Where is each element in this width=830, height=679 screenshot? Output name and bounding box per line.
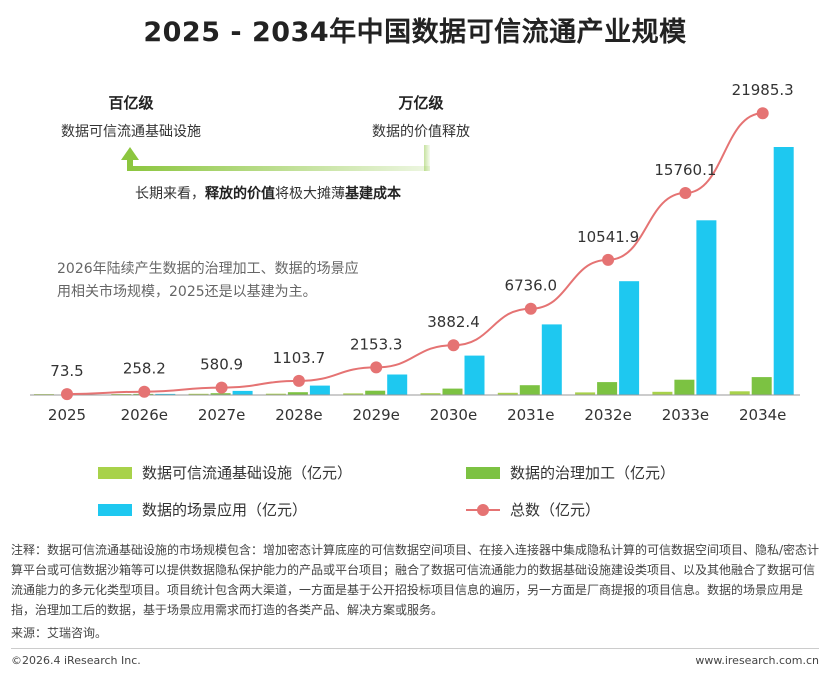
point-total-2026e — [138, 385, 151, 398]
intro-paragraph: 2026年陆续产生数据的治理加工、数据的场景应用相关市场规模，2025还是以基建… — [57, 261, 359, 300]
bar-governance-2032e — [597, 382, 618, 395]
footnote: 注释：数据可信流通基础设施的市场规模包含：增加密态计算底座的可信数据空间项目、在… — [11, 543, 820, 617]
legend-infra-swatch — [98, 466, 132, 479]
label-total-2034e: 21985.3 — [732, 81, 794, 99]
x-tick-2026e: 2026e — [121, 406, 168, 424]
label-total-2027e: 580.9 — [200, 356, 243, 374]
bar-governance-2034e — [751, 377, 772, 395]
longterm-caption: 长期来看，释放的价值将极大摊薄基建成本 — [135, 186, 401, 202]
point-total-2031e — [524, 302, 537, 315]
copyright: ©2026.4 iResearch Inc. — [11, 654, 141, 667]
bar-application-2027e — [232, 390, 253, 395]
point-total-2028e — [292, 374, 305, 387]
x-tick-2033e: 2033e — [662, 406, 709, 424]
right-heading: 万亿级 — [398, 94, 444, 112]
label-total-2030e: 3882.4 — [427, 313, 480, 331]
label-total-2029e: 2153.3 — [350, 335, 403, 353]
bar-governance-2030e — [442, 388, 463, 395]
legend-total-swatch — [466, 503, 500, 516]
bar-governance-2027e — [210, 393, 231, 395]
legend-infra: 数据可信流通基础设施（亿元） — [98, 462, 352, 483]
legend-application-swatch — [98, 503, 132, 516]
chart-canvas: 73.5 258.2 580.9 1103.7 2153.3 3882.4 6736.0 10… — [30, 81, 800, 424]
bar-application-2026e — [155, 393, 176, 395]
x-tick-2027e: 2027e — [198, 406, 245, 424]
bar-application-2033e — [696, 220, 717, 395]
x-tick-2029e: 2029e — [352, 406, 399, 424]
legend-governance: 数据的治理加工（亿元） — [466, 462, 675, 483]
legend-total: 总数（亿元） — [466, 499, 600, 520]
point-total-2029e — [370, 361, 383, 374]
chart-title: 2025 - 2034年中国数据可信流通产业规模 — [143, 17, 687, 48]
legend-governance-label: 数据的治理加工（亿元） — [510, 464, 676, 482]
bar-application-2028e — [309, 385, 330, 395]
bar-infra-2034e — [729, 391, 750, 395]
website: www.iresearch.com.cn — [695, 654, 819, 667]
bar-infra-2033e — [652, 391, 673, 395]
label-total-2026e: 258.2 — [123, 360, 166, 378]
right-subheading: 数据的价值释放 — [372, 124, 470, 140]
point-total-2030e — [447, 339, 460, 352]
legend-infra-label: 数据可信流通基础设施（亿元） — [142, 464, 353, 482]
left-heading: 百亿级 — [108, 94, 154, 112]
label-total-2032e: 10541.9 — [577, 228, 639, 246]
label-total-2031e: 6736.0 — [505, 277, 558, 295]
point-total-2027e — [215, 381, 228, 394]
arrow-right-vert — [424, 145, 430, 171]
legend-total-label: 总数（亿元） — [510, 501, 601, 519]
legend-application-label: 数据的场景应用（亿元） — [142, 501, 308, 519]
label-total-2033e: 15760.1 — [654, 161, 716, 179]
legend-application: 数据的场景应用（亿元） — [98, 499, 307, 520]
x-tick-2031e: 2031e — [507, 406, 554, 424]
bar-application-2031e — [541, 324, 562, 395]
bar-infra-2031e — [497, 392, 518, 395]
bar-infra-2030e — [420, 393, 441, 395]
bar-infra-2028e — [265, 393, 286, 395]
label-total-2028e: 1103.7 — [273, 349, 326, 367]
bar-governance-2028e — [287, 392, 308, 395]
bar-infra-2032e — [575, 392, 596, 395]
bar-application-2030e — [464, 355, 485, 395]
bar-governance-2031e — [519, 385, 540, 395]
bar-infra-2027e — [188, 393, 209, 395]
source-note: 来源：艾瑞咨询。 — [11, 626, 108, 640]
x-tick-2032e: 2032e — [584, 406, 631, 424]
bar-application-2032e — [619, 281, 640, 395]
point-total-2033e — [679, 187, 692, 199]
x-tick-2025: 2025 — [48, 406, 86, 424]
arrow-up-icon — [121, 147, 139, 171]
legend-governance-swatch — [466, 466, 500, 479]
bar-infra-2029e — [343, 393, 364, 395]
bar-application-2034e — [773, 147, 794, 395]
total-series-line — [66, 112, 763, 396]
x-tick-2030e: 2030e — [430, 406, 477, 424]
left-subheading: 数据可信流通基础设施 — [61, 124, 201, 140]
bar-governance-2033e — [674, 379, 695, 395]
x-tick-2034e: 2034e — [739, 406, 786, 424]
point-total-2032e — [602, 253, 615, 266]
label-total-2025: 73.5 — [50, 362, 83, 380]
footer-divider — [11, 648, 819, 649]
point-total-2034e — [756, 107, 769, 120]
x-tick-2028e: 2028e — [275, 406, 322, 424]
arrow-band — [130, 166, 430, 171]
point-total-2025 — [61, 388, 73, 401]
bar-application-2029e — [387, 374, 408, 395]
bar-governance-2029e — [365, 390, 386, 395]
